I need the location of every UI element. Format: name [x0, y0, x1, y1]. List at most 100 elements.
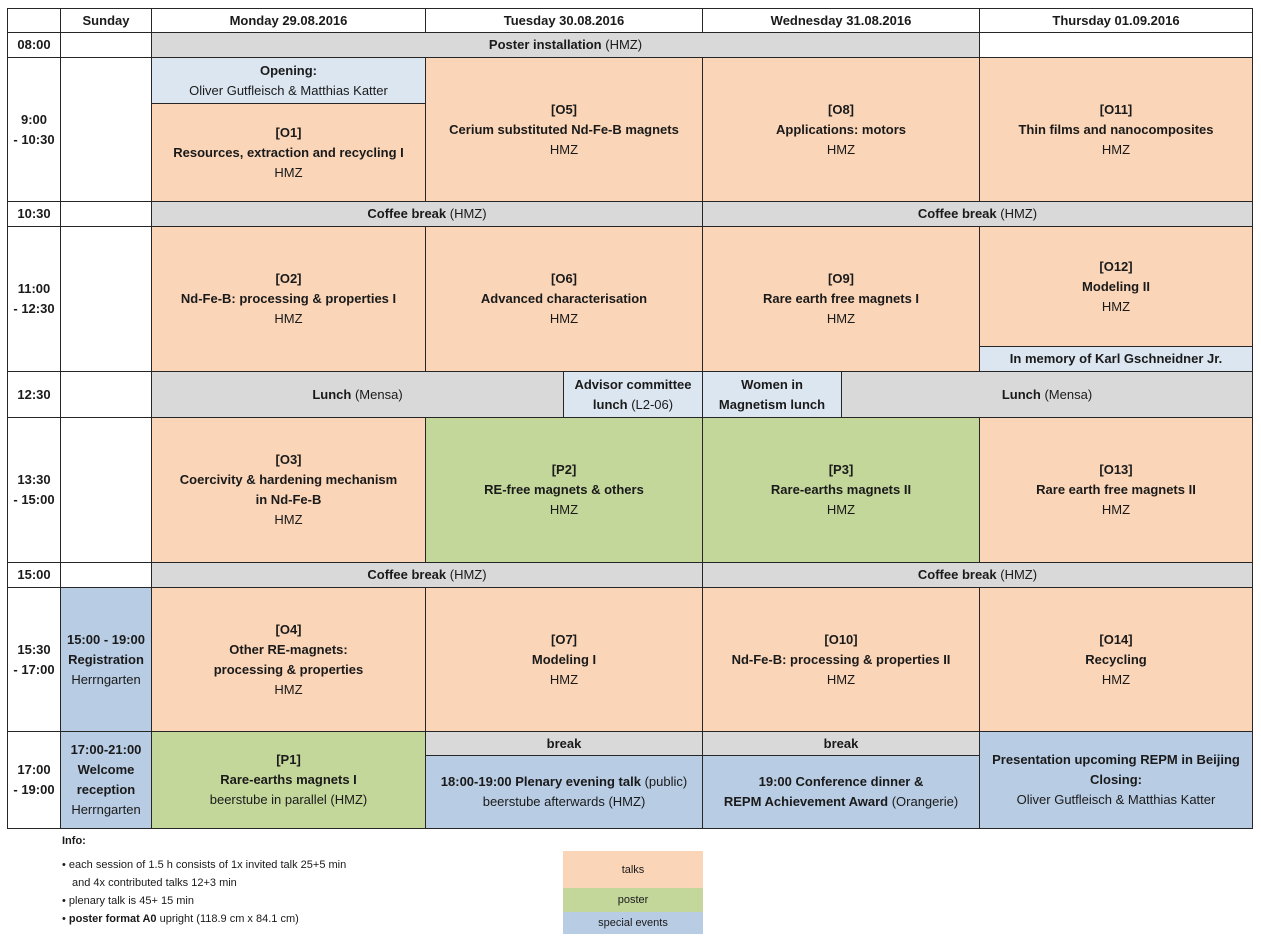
session-o14-code: [O14] — [1099, 631, 1133, 647]
registration: 15:00 - 19:00 Registration Herrngarten — [60, 587, 152, 732]
session-o13-location: HMZ — [1101, 502, 1131, 517]
coffee-break-loc: (HMZ) — [449, 567, 487, 582]
session-o5-location: HMZ — [549, 141, 579, 157]
welcome-title2: reception — [76, 782, 136, 797]
session-p3-title: Rare-earths magnets II — [770, 482, 912, 497]
session-o3-title1: Coercivity & hardening mechanism — [179, 472, 398, 487]
break-wednesday-label: break — [823, 735, 859, 751]
advisor-lunch-line2-wrap: lunch (L2-06) — [593, 395, 673, 415]
session-o11-location: HMZ — [1101, 141, 1131, 157]
info-line3-rest: upright (118.9 cm x 84.1 cm) — [156, 913, 299, 925]
session-o6: [O6] Advanced characterisation HMZ — [425, 226, 703, 372]
time-1230-label: 12:30 — [17, 386, 51, 402]
session-p3-location: HMZ — [826, 502, 856, 517]
info-line1: • each session of 1.5 h consists of 1x i… — [62, 859, 347, 871]
women-lunch-line1: Women in — [741, 376, 803, 392]
advisor-committee-lunch: Advisor committee lunch (L2-06) — [563, 371, 703, 418]
plenary-sub: beerstube afterwards (HMZ) — [482, 794, 646, 809]
coffee-break-loc: (HMZ) — [1000, 206, 1038, 221]
break-tuesday-label: break — [546, 735, 582, 751]
header-monday: Monday 29.08.2016 — [151, 8, 426, 33]
info-line1b-text: and 4x contributed talks 12+3 min — [72, 877, 237, 889]
poster-session-p1: [P1] Rare-earths magnets I beerstube in … — [151, 731, 426, 829]
poster-installation-loc: (HMZ) — [605, 37, 643, 52]
header-thursday: Thursday 01.09.2016 — [979, 8, 1253, 33]
session-o12: [O12] Modeling II HMZ — [979, 226, 1253, 347]
coffee-break-text: Coffee break — [367, 567, 447, 582]
session-o4-code: [O4] — [275, 621, 302, 637]
dinner-line1: 19:00 Conference dinner & — [758, 774, 924, 789]
session-o1-title: Resources, extraction and recycling I — [173, 144, 404, 160]
session-o6-code: [O6] — [551, 271, 577, 286]
women-lunch-line2: Magnetism lunch — [718, 396, 826, 412]
coffee-break-label: Coffee break (HMZ) — [367, 204, 486, 224]
time-1530-start: 15:30 — [17, 641, 51, 657]
coffee-break-text: Coffee break — [367, 206, 447, 221]
corner-cell — [7, 8, 61, 33]
session-p1-code: [P1] — [276, 752, 301, 767]
coffee-break-text: Coffee break — [917, 206, 997, 221]
lunch-loc: (Mensa) — [354, 386, 403, 402]
lunch-text: Lunch — [1001, 386, 1041, 402]
session-o5-code: [O5] — [551, 101, 577, 117]
session-o3-code: [O3] — [275, 452, 302, 467]
lunch-wed-thu: Lunch (Mensa) — [841, 371, 1253, 418]
closing-line2: Closing: — [1090, 772, 1142, 787]
time-1030-label: 10:30 — [17, 206, 51, 221]
time-1500: 15:00 — [7, 562, 61, 588]
time-0900: 9:00 - 10:30 — [7, 57, 61, 202]
session-o11-code: [O11] — [1099, 101, 1133, 117]
session-o10-location: HMZ — [826, 671, 856, 687]
registration-location: Herrngarten — [71, 671, 141, 687]
info-line2: • plenary talk is 45+ 15 min — [62, 895, 194, 907]
session-o7-title: Modeling I — [531, 651, 597, 667]
opening-names: Oliver Gutfleisch & Matthias Katter — [189, 82, 388, 98]
poster-session-p3: [P3] Rare-earths magnets II HMZ — [702, 417, 980, 563]
conference-dinner: 19:00 Conference dinner & REPM Achieveme… — [702, 755, 980, 829]
session-o12-location: HMZ — [1101, 298, 1131, 314]
session-o6-title: Advanced characterisation — [480, 291, 648, 306]
closing-names: Oliver Gutfleisch & Matthias Katter — [1016, 792, 1216, 807]
plenary-public: (public) — [640, 774, 688, 789]
time-1030: 10:30 — [7, 201, 61, 227]
session-o14-location: HMZ — [1101, 671, 1131, 687]
thursday-empty-0800 — [979, 32, 1253, 58]
sunday-empty-1030 — [60, 201, 152, 227]
session-p3-code: [P3] — [828, 462, 854, 477]
time-1230: 12:30 — [7, 371, 61, 418]
sunday-empty-1100 — [60, 226, 152, 372]
plenary-line1: 18:00-19:00 Plenary evening talk (public… — [441, 772, 687, 792]
advisor-lunch-line2: lunch — [592, 396, 628, 412]
legend-talks-label: talks — [621, 863, 645, 876]
time-1700-end: - 19:00 — [13, 782, 55, 797]
closing-session: Presentation upcoming REPM in Beijing Cl… — [979, 731, 1253, 829]
session-o3-title2: in Nd-Fe-B — [255, 492, 322, 507]
time-1700-start: 17:00 — [17, 762, 51, 777]
session-o8-location: HMZ — [826, 141, 856, 157]
sunday-empty-1230 — [60, 371, 152, 418]
coffee-break-1500-mon-tue: Coffee break (HMZ) — [151, 562, 703, 588]
session-o9-location: HMZ — [826, 311, 856, 326]
info-line2-text: plenary talk is 45+ 15 min — [68, 895, 194, 907]
session-o10-title: Nd-Fe-B: processing & properties II — [731, 651, 951, 667]
welcome-title1: Welcome — [77, 762, 135, 777]
session-p2-title: RE-free magnets & others — [484, 482, 644, 497]
session-o3-location: HMZ — [274, 512, 303, 527]
sunday-empty-1330 — [60, 417, 152, 563]
header-monday-label: Monday 29.08.2016 — [229, 12, 348, 28]
legend-special-events: special events — [563, 912, 703, 934]
session-o1-code: [O1] — [275, 124, 302, 140]
memorial-session: In memory of Karl Gschneidner Jr. — [979, 346, 1253, 372]
coffee-break-1030-mon-tue: Coffee break (HMZ) — [151, 201, 703, 227]
session-o13: [O13] Rare earth free magnets II HMZ — [979, 417, 1253, 563]
session-o9-code: [O9] — [828, 271, 854, 286]
registration-title: Registration — [68, 651, 144, 667]
poster-installation-label: Poster installation (HMZ) — [489, 35, 642, 55]
session-p1-sub: beerstube in parallel (HMZ) — [209, 792, 368, 807]
registration-time: 15:00 - 19:00 — [66, 631, 146, 647]
session-o1: [O1] Resources, extraction and recycling… — [151, 103, 426, 202]
time-0800: 08:00 — [7, 32, 61, 58]
session-o8-code: [O8] — [828, 101, 854, 117]
coffee-break-label: Coffee break (HMZ) — [367, 565, 486, 585]
session-p2-location: HMZ — [549, 502, 579, 517]
